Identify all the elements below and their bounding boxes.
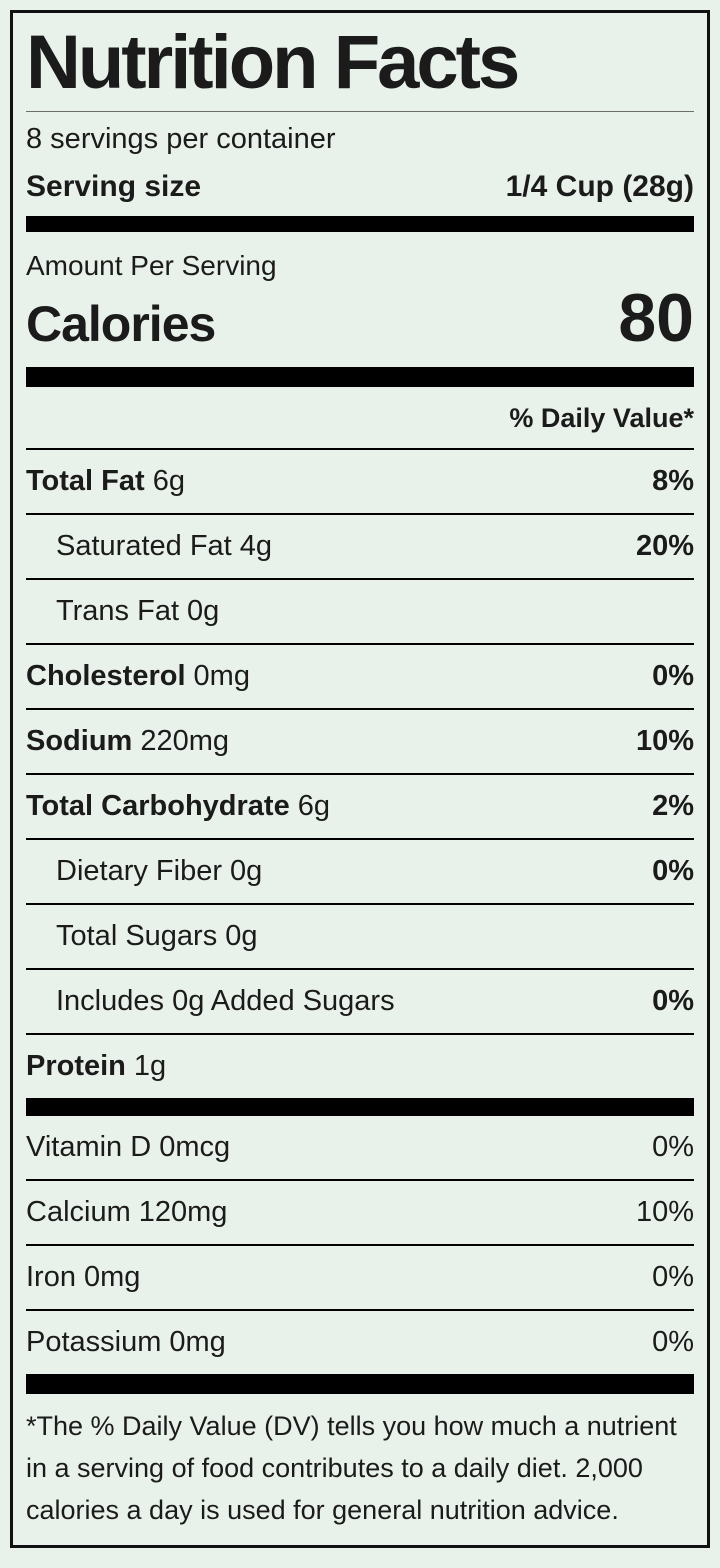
serving-size-row: Serving size 1/4 Cup (28g) [26, 162, 694, 216]
nutrient-dv: 0% [652, 1261, 694, 1293]
nutrient-name: Iron 0mg [26, 1261, 141, 1293]
serving-size-value: 1/4 Cup (28g) [505, 170, 694, 203]
micronutrient-row-vitamin-d: Vitamin D 0mcg 0% [26, 1116, 694, 1181]
nutrient-row-cholesterol: Cholesterol 0mg 0% [26, 645, 694, 710]
nutrient-name: Saturated Fat 4g [56, 530, 272, 562]
nutrient-dv: 2% [652, 790, 694, 822]
nutrient-name: Total Sugars 0g [56, 920, 258, 952]
nutrient-dv: 0% [652, 660, 694, 692]
calories-label: Calories [26, 296, 216, 352]
nutrient-name: Trans Fat 0g [56, 595, 220, 627]
nutrient-dv: 10% [635, 725, 694, 757]
divider-bar-serving [26, 216, 694, 232]
nutrient-name: Protein 1g [26, 1050, 167, 1082]
nutrient-dv: 0% [652, 1326, 694, 1358]
nutrient-dv: 0% [652, 985, 694, 1017]
nutrient-name: Includes 0g Added Sugars [56, 985, 395, 1017]
nutrient-dv: 10% [635, 1196, 694, 1228]
nutrient-name: Calcium 120mg [26, 1196, 228, 1228]
nutrient-row-added-sugars: Includes 0g Added Sugars 0% [26, 970, 694, 1035]
nutrient-row-sodium: Sodium 220mg 10% [26, 710, 694, 775]
nutrition-facts-label: Nutrition Facts 8 servings per container… [10, 10, 710, 1548]
nutrient-dv: 0% [652, 855, 694, 887]
nutrient-row-saturated-fat: Saturated Fat 4g 20% [26, 515, 694, 580]
nutrient-dv: 8% [652, 465, 694, 497]
nutrient-row-trans-fat: Trans Fat 0g [26, 580, 694, 645]
micronutrient-row-calcium: Calcium 120mg 10% [26, 1181, 694, 1246]
nutrient-name: Total Carbohydrate 6g [26, 790, 330, 822]
nutrient-dv: 20% [635, 530, 694, 562]
nutrient-name: Cholesterol 0mg [26, 660, 250, 692]
nutrient-name: Dietary Fiber 0g [56, 855, 263, 887]
nutrient-row-protein: Protein 1g [26, 1035, 694, 1098]
servings-per-container: 8 servings per container [26, 123, 336, 155]
nutrient-row-total-sugars: Total Sugars 0g [26, 905, 694, 970]
nutrient-name: Potassium 0mg [26, 1326, 226, 1358]
nutrient-name: Total Fat 6g [26, 465, 185, 497]
divider-bar-calories [26, 367, 694, 387]
calories-value: 80 [618, 280, 694, 356]
nutrient-row-dietary-fiber: Dietary Fiber 0g 0% [26, 840, 694, 905]
nutrient-name: Sodium 220mg [26, 725, 230, 757]
nutrient-row-total-fat: Total Fat 6g 8% [26, 450, 694, 515]
serving-size-label: Serving size [26, 170, 202, 203]
micronutrient-row-potassium: Potassium 0mg 0% [26, 1311, 694, 1374]
divider-bar-footnote [26, 1374, 694, 1394]
nutrient-dv: 0% [652, 1131, 694, 1163]
divider-bar-protein [26, 1098, 694, 1116]
amount-per-serving: Amount Per Serving [26, 250, 277, 281]
nutrient-row-total-carbohydrate: Total Carbohydrate 6g 2% [26, 775, 694, 840]
calories-row: Calories 80 [26, 282, 694, 367]
label-title: Nutrition Facts [26, 13, 694, 112]
nutrient-name: Vitamin D 0mcg [26, 1131, 231, 1163]
daily-value-footnote: *The % Daily Value (DV) tells you how mu… [26, 1411, 677, 1525]
daily-value-header: % Daily Value* [26, 387, 694, 450]
micronutrient-row-iron: Iron 0mg 0% [26, 1246, 694, 1311]
